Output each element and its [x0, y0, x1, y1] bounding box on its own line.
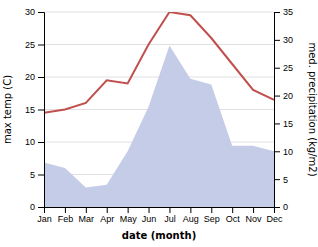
marks [44, 12, 274, 207]
y2-axis-title: med. precipitation (kg/m2) [307, 42, 318, 176]
x-tick-mark [211, 207, 212, 213]
line [44, 12, 274, 113]
y2-tick-mark [274, 96, 280, 97]
x-tick: May [120, 207, 138, 224]
y-axis-title: max temp (C) [2, 75, 13, 144]
y-axis-line [38, 13, 45, 208]
y2-tick: 25 [274, 63, 293, 73]
x-tick-label: Mar [79, 214, 95, 224]
plot: JanFebMarAprMayJunJulAugSepOctNovDec0510… [25, 7, 293, 224]
x-tick: Nov [246, 207, 263, 224]
y2-tick: 10 [274, 147, 293, 157]
y-tick-label: 20 [25, 72, 35, 82]
y2-tick: 20 [274, 91, 293, 101]
y2-tick: 35 [274, 7, 293, 17]
x-tick-mark [128, 207, 129, 213]
y2-tick-mark [274, 207, 280, 208]
y-axis: 0 5 10 15 20 25 30 [25, 7, 45, 212]
y2-tick-mark [274, 12, 280, 13]
x-axis-line [45, 208, 275, 214]
y2-tick-mark [274, 68, 280, 69]
y-tick-mark [38, 45, 44, 46]
y2-axis: 0 5 10 15 20 25 30 35 [274, 7, 293, 212]
x-tick-mark [253, 207, 254, 213]
y-tick-mark [38, 175, 44, 176]
y2-tick: 0 [274, 202, 288, 212]
y2-tick-label: 20 [283, 91, 293, 101]
x-tick-label: Dec [266, 214, 283, 224]
y2-tick: 5 [274, 175, 288, 185]
y2-tick-label: 5 [283, 175, 288, 185]
x-tick-mark [232, 207, 233, 213]
y2-tick-mark [274, 123, 280, 124]
y-tick-label: 15 [25, 105, 35, 115]
x-tick-label: Oct [226, 214, 241, 224]
grid [44, 12, 274, 207]
y-tick-label: 30 [25, 7, 35, 17]
grid-line [44, 12, 274, 13]
x-tick-label: Aug [183, 214, 199, 224]
x-tick: Aug [183, 207, 199, 224]
y2-tick-label: 30 [283, 35, 293, 45]
x-tick: Jun [142, 207, 157, 224]
x-axis: Jan Feb Mar Apr May Jun Jul Aug Sep Oct NovDec [37, 207, 283, 224]
y-tick-mark [38, 207, 44, 208]
x-tick-label: Apr [100, 214, 114, 224]
x-tick-label: Jan [37, 214, 52, 224]
y2-tick: 15 [274, 119, 293, 129]
x-tick: Feb [58, 207, 74, 224]
x-tick-label: Nov [246, 214, 263, 224]
y-tick-label: 25 [25, 40, 35, 50]
x-tick: Dec [266, 207, 283, 224]
y2-tick-label: 35 [283, 7, 293, 17]
y2-axis-line [275, 13, 281, 208]
y2-tick: 30 [274, 35, 293, 45]
y-tick: 25 [25, 40, 44, 50]
y-tick: 10 [25, 137, 44, 147]
y2-tick-mark [274, 40, 280, 41]
x-tick: Oct [226, 207, 241, 224]
x-tick-label: Sep [204, 214, 220, 224]
y-tick-mark [38, 142, 44, 143]
y-tick-mark [38, 110, 44, 111]
x-tick: Mar [79, 207, 95, 224]
y-tick: 15 [25, 105, 44, 115]
x-tick: Apr [100, 207, 114, 224]
x-tick: Jan [37, 207, 52, 224]
y2-tick-mark [274, 179, 280, 180]
area [44, 45, 274, 207]
y2-tick-label: 10 [283, 147, 293, 157]
x-tick-mark [86, 207, 87, 213]
y-tick: 0 [30, 202, 44, 212]
x-tick-mark [65, 207, 66, 213]
y2-tick-mark [274, 151, 280, 152]
y-tick-mark [38, 77, 44, 78]
x-axis-title: date (month) [122, 230, 196, 241]
y2-tick-label: 0 [283, 202, 288, 212]
grid-line [44, 44, 274, 45]
x-tick: Sep [204, 207, 220, 224]
y-tick-label: 0 [30, 202, 35, 212]
x-tick-mark [107, 207, 108, 213]
chart: JanFebMarAprMayJunJulAugSepOctNovDec0510… [0, 0, 318, 247]
y-tick: 5 [30, 170, 44, 180]
x-tick-label: Feb [58, 214, 74, 224]
y-tick-mark [38, 12, 44, 13]
y-tick-label: 5 [30, 170, 35, 180]
x-tick-mark [149, 207, 150, 213]
x-tick-label: Jul [164, 214, 176, 224]
y-tick-label: 10 [25, 137, 35, 147]
y-tick: 30 [25, 7, 44, 17]
y2-tick-label: 15 [283, 119, 293, 129]
x-tick-mark [169, 207, 170, 213]
x-tick: Jul [164, 207, 176, 224]
y2-tick-label: 25 [283, 63, 293, 73]
x-tick-mark [190, 207, 191, 213]
x-tick-label: Jun [142, 214, 157, 224]
x-tick-label: May [120, 214, 138, 224]
y-tick: 20 [25, 72, 44, 82]
